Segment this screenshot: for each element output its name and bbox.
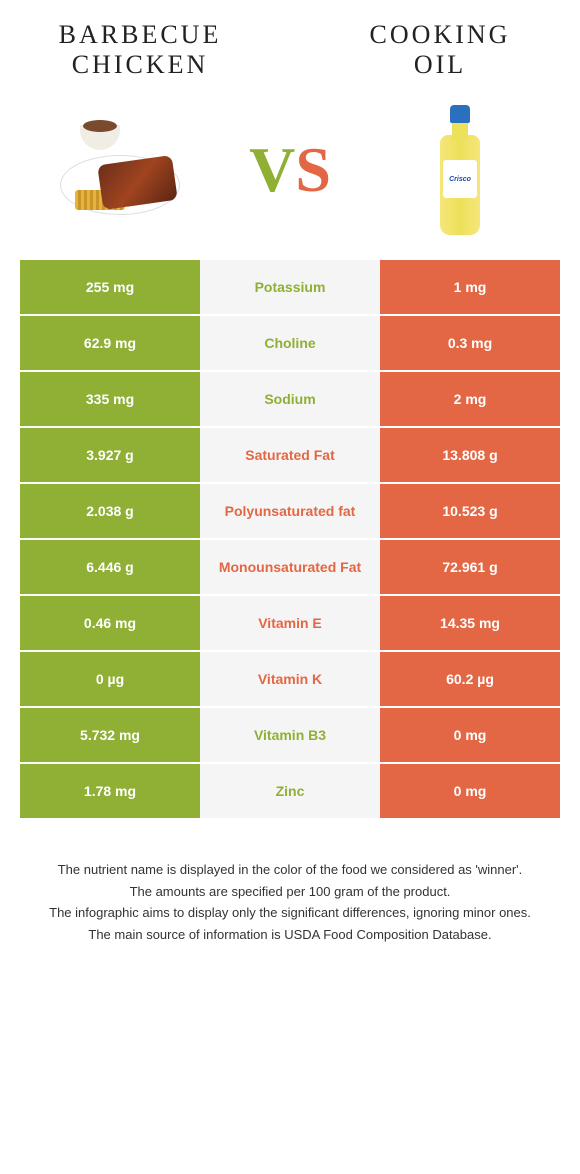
right-value: 13.808 g <box>380 428 560 482</box>
right-value: 1 mg <box>380 260 560 314</box>
right-food-title: Cooking Oil <box>340 20 540 80</box>
nutrient-name: Polyunsaturated fat <box>200 484 380 538</box>
vs-label: VS <box>249 133 331 207</box>
left-value: 1.78 mg <box>20 764 200 818</box>
table-row: 2.038 gPolyunsaturated fat10.523 g <box>20 484 560 538</box>
table-row: 0 µgVitamin K60.2 µg <box>20 652 560 706</box>
table-row: 1.78 mgZinc0 mg <box>20 764 560 818</box>
nutrient-name: Choline <box>200 316 380 370</box>
left-value: 3.927 g <box>20 428 200 482</box>
header: Barbecue Chicken Cooking Oil <box>0 0 580 90</box>
comparison-table: 255 mgPotassium1 mg62.9 mgCholine0.3 mg3… <box>20 260 560 818</box>
footer-notes: The nutrient name is displayed in the co… <box>0 820 580 966</box>
nutrient-name: Sodium <box>200 372 380 426</box>
right-value: 0 mg <box>380 708 560 762</box>
nutrient-name: Monounsaturated Fat <box>200 540 380 594</box>
table-row: 5.732 mgVitamin B30 mg <box>20 708 560 762</box>
left-value: 0 µg <box>20 652 200 706</box>
right-value: 0.3 mg <box>380 316 560 370</box>
nutrient-name: Vitamin B3 <box>200 708 380 762</box>
nutrient-name: Potassium <box>200 260 380 314</box>
table-row: 255 mgPotassium1 mg <box>20 260 560 314</box>
table-row: 0.46 mgVitamin E14.35 mg <box>20 596 560 650</box>
right-value: 10.523 g <box>380 484 560 538</box>
nutrient-name: Saturated Fat <box>200 428 380 482</box>
nutrient-name: Vitamin E <box>200 596 380 650</box>
left-value: 5.732 mg <box>20 708 200 762</box>
right-value: 60.2 µg <box>380 652 560 706</box>
footer-line-4: The main source of information is USDA F… <box>30 925 550 945</box>
table-row: 62.9 mgCholine0.3 mg <box>20 316 560 370</box>
bottle-label: Crisco <box>443 160 477 198</box>
vs-s: S <box>295 134 331 205</box>
nutrient-name: Vitamin K <box>200 652 380 706</box>
images-row: VS Crisco <box>0 90 580 260</box>
cooking-oil-image: Crisco <box>390 110 530 230</box>
right-value: 72.961 g <box>380 540 560 594</box>
left-value: 335 mg <box>20 372 200 426</box>
footer-line-1: The nutrient name is displayed in the co… <box>30 860 550 880</box>
left-value: 62.9 mg <box>20 316 200 370</box>
vs-v: V <box>249 134 295 205</box>
left-food-title: Barbecue Chicken <box>40 20 240 80</box>
right-value: 2 mg <box>380 372 560 426</box>
footer-line-2: The amounts are specified per 100 gram o… <box>30 882 550 902</box>
table-row: 335 mgSodium2 mg <box>20 372 560 426</box>
table-row: 6.446 gMonounsaturated Fat72.961 g <box>20 540 560 594</box>
left-value: 6.446 g <box>20 540 200 594</box>
right-value: 0 mg <box>380 764 560 818</box>
left-value: 255 mg <box>20 260 200 314</box>
right-value: 14.35 mg <box>380 596 560 650</box>
table-row: 3.927 gSaturated Fat13.808 g <box>20 428 560 482</box>
nutrient-name: Zinc <box>200 764 380 818</box>
left-value: 0.46 mg <box>20 596 200 650</box>
left-value: 2.038 g <box>20 484 200 538</box>
bbq-chicken-image <box>50 110 190 230</box>
footer-line-3: The infographic aims to display only the… <box>30 903 550 923</box>
